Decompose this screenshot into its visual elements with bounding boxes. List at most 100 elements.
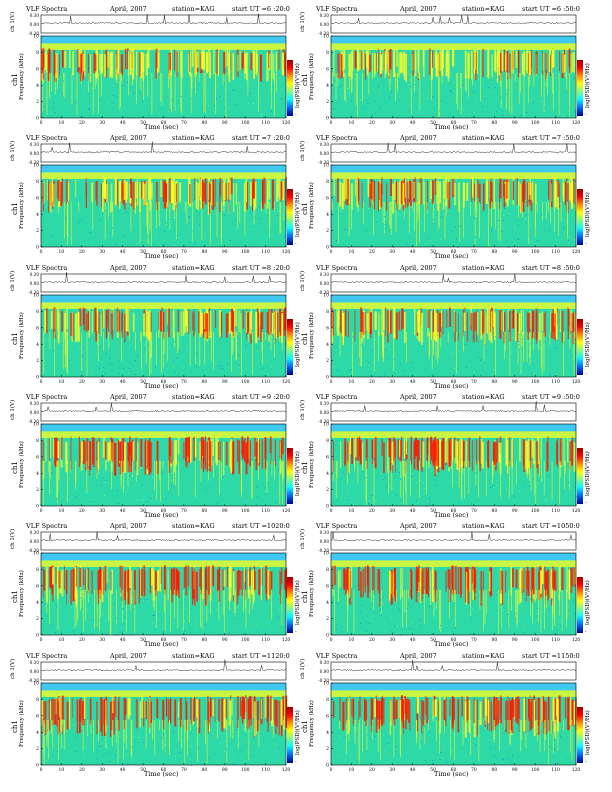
- time-axis-label: Time (sec): [434, 252, 469, 260]
- noise-speckle: [41, 226, 43, 227]
- intensity-streak: [74, 567, 77, 599]
- noise-speckle: [43, 603, 45, 605]
- x-tick-label: 60: [451, 767, 457, 773]
- noise-speckle: [413, 209, 415, 211]
- yellow-tail: [554, 719, 556, 737]
- intensity-streak: [170, 179, 173, 204]
- noise-speckle: [562, 115, 564, 117]
- yellow-tail: [42, 72, 44, 112]
- yellow-tail: [168, 72, 169, 89]
- intensity-streak: [566, 566, 568, 593]
- yellow-tail: [232, 331, 233, 355]
- noise-speckle: [392, 245, 394, 247]
- yellow-tail: [204, 72, 206, 113]
- intensity-streak: [53, 439, 55, 457]
- intensity-streak: [102, 307, 105, 329]
- intensity-streak: [166, 307, 169, 325]
- yellow-tail: [55, 72, 56, 95]
- noise-speckle: [399, 214, 401, 215]
- intensity-streak: [463, 182, 465, 201]
- yellow-tail: [505, 331, 506, 351]
- ch-axis-label: ch 1(V): [10, 528, 16, 549]
- yellow-tail: [552, 589, 553, 630]
- intensity-streak: [389, 571, 392, 594]
- intensity-streak: [167, 569, 169, 601]
- noise-speckle: [145, 89, 146, 91]
- yellow-tail: [357, 201, 359, 213]
- intensity-streak: [257, 701, 259, 732]
- intensity-streak: [57, 567, 59, 599]
- noise-speckle: [567, 241, 569, 243]
- yellow-tail: [406, 589, 407, 628]
- noise-speckle: [279, 608, 280, 610]
- noise-speckle: [154, 108, 156, 109]
- intensity-streak: [140, 565, 142, 598]
- yellow-tail: [94, 589, 95, 629]
- cyan-top-band: [331, 553, 576, 561]
- noise-speckle: [372, 620, 374, 622]
- intensity-streak: [221, 698, 224, 731]
- noise-speckle: [85, 745, 86, 747]
- intensity-streak: [266, 52, 269, 82]
- yellow-tail: [501, 589, 503, 629]
- intensity-streak: [522, 179, 525, 204]
- noise-speckle: [118, 79, 120, 81]
- yellow-tail: [529, 460, 530, 481]
- x-tick-label: 60: [451, 379, 457, 385]
- intensity-streak: [507, 439, 509, 474]
- noise-speckle: [529, 241, 531, 243]
- noise-speckle: [366, 740, 368, 741]
- intensity-streak: [249, 569, 251, 587]
- intensity-streak: [145, 309, 148, 337]
- noise-speckle: [137, 355, 138, 357]
- intensity-streak: [228, 699, 231, 727]
- y-tick-label: 6: [36, 325, 39, 331]
- y-tick-label: 6: [36, 66, 39, 72]
- intensity-streak: [497, 54, 498, 83]
- intensity-streak: [572, 313, 574, 345]
- intensity-streak: [351, 699, 353, 716]
- yellow-tail: [228, 201, 230, 214]
- intensity-streak: [385, 307, 387, 337]
- intensity-streak: [189, 183, 191, 204]
- intensity-streak: [185, 442, 188, 468]
- noise-speckle: [427, 237, 429, 239]
- yellow-tail: [231, 331, 232, 373]
- intensity-streak: [442, 180, 444, 211]
- noise-speckle: [173, 360, 175, 362]
- intensity-streak: [143, 565, 145, 592]
- intensity-streak: [264, 437, 267, 459]
- noise-speckle: [180, 764, 182, 765]
- intensity-streak: [90, 54, 92, 82]
- intensity-streak: [41, 700, 43, 725]
- noise-speckle: [441, 216, 443, 218]
- noise-speckle: [131, 473, 133, 474]
- yellow-tail: [93, 719, 95, 752]
- intensity-streak: [203, 440, 205, 464]
- intensity-streak: [439, 49, 442, 71]
- x-tick-label: 20: [79, 249, 85, 255]
- yellow-tail: [389, 201, 390, 225]
- noise-speckle: [459, 225, 461, 227]
- noise-speckle: [381, 501, 382, 503]
- intensity-streak: [109, 52, 112, 78]
- y-tick-label: 10: [33, 422, 39, 428]
- intensity-streak: [352, 699, 355, 719]
- intensity-streak: [207, 695, 209, 726]
- yellow-tail: [164, 331, 166, 354]
- noise-speckle: [180, 221, 182, 223]
- x-tick-label: 50: [430, 120, 436, 126]
- intensity-streak: [41, 700, 44, 719]
- intensity-streak: [46, 308, 48, 334]
- intensity-streak: [247, 437, 249, 461]
- yellow-tail: [463, 331, 464, 352]
- noise-speckle: [141, 100, 143, 102]
- intensity-streak: [247, 698, 250, 729]
- intensity-streak: [281, 567, 283, 585]
- noise-speckle: [450, 756, 452, 757]
- intensity-streak: [198, 699, 201, 734]
- noise-speckle: [444, 749, 445, 751]
- noise-speckle: [170, 77, 172, 79]
- noise-speckle: [531, 100, 532, 101]
- yellow-tail: [46, 72, 48, 115]
